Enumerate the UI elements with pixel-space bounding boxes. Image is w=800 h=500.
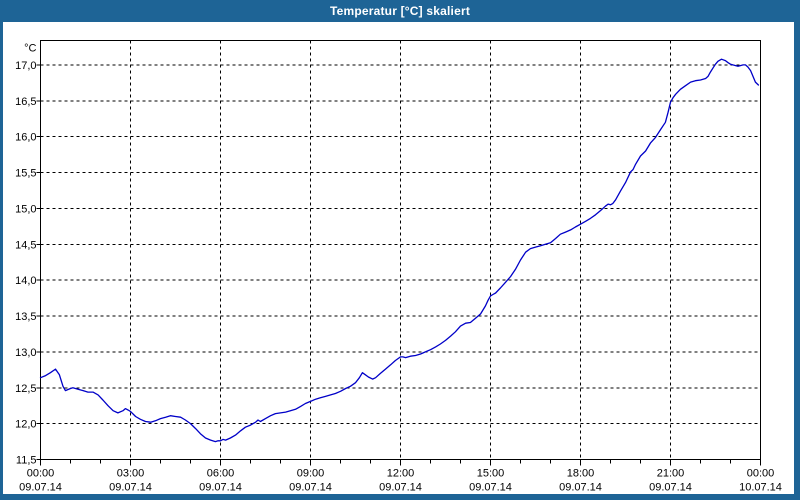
y-tick-label: 16,0 xyxy=(15,132,36,144)
x-tick-date-label: 09.07.14 xyxy=(109,482,152,494)
x-tick-time-label: 00:00 xyxy=(27,468,55,480)
x-tick-date-label: 09.07.14 xyxy=(649,482,692,494)
y-tick-label: 11,5 xyxy=(16,455,37,467)
x-tick-time-label: 15:00 xyxy=(477,468,505,480)
x-tick-date-label: 09.07.14 xyxy=(19,482,62,494)
x-tick-date-label: 09.07.14 xyxy=(379,482,422,494)
x-tick-date-label: 10.07.14 xyxy=(739,482,782,494)
window-border-right xyxy=(794,0,800,500)
axis-ticks xyxy=(36,64,761,466)
plot-border xyxy=(40,40,761,460)
y-axis-unit-label: °C xyxy=(24,43,36,55)
y-tick-label: 12,0 xyxy=(15,419,36,431)
x-tick-date-label: 09.07.14 xyxy=(469,482,512,494)
x-tick-date-label: 09.07.14 xyxy=(559,482,602,494)
y-tick-label: 15,5 xyxy=(15,168,36,180)
y-tick-label: 15,0 xyxy=(15,203,36,215)
x-tick-time-label: 00:00 xyxy=(747,468,775,480)
y-tick-label: 13,0 xyxy=(15,347,36,359)
x-tick-date-label: 09.07.14 xyxy=(289,482,332,494)
y-tick-label: 13,5 xyxy=(15,311,36,323)
x-tick-time-label: 21:00 xyxy=(657,468,685,480)
window-title: Temperatur [°C] skaliert xyxy=(329,4,471,18)
y-tick-label: 16,5 xyxy=(15,96,36,108)
window-border-left xyxy=(0,0,3,500)
x-tick-time-label: 09:00 xyxy=(297,468,325,480)
gridlines xyxy=(40,40,761,460)
window-border-bottom xyxy=(0,494,800,500)
y-tick-label: 14,0 xyxy=(15,275,36,287)
x-tick-time-label: 03:00 xyxy=(117,468,145,480)
x-tick-time-label: 12:00 xyxy=(387,468,415,480)
y-tick-label: 17,0 xyxy=(15,60,36,72)
y-tick-label: 14,5 xyxy=(15,239,36,251)
x-tick-time-label: 06:00 xyxy=(207,468,235,480)
title-bar[interactable]: Temperatur [°C] skaliert xyxy=(0,0,800,22)
axis-labels: °C 11,5 12,0 12,5 13,0 13,5 14,0 14,5 15,0 15,5 16… xyxy=(15,43,782,494)
x-tick-date-label: 09.07.14 xyxy=(199,482,242,494)
x-tick-time-label: 18:00 xyxy=(567,468,595,480)
temperature-series-line xyxy=(39,58,760,443)
y-tick-label: 12,5 xyxy=(15,383,36,395)
